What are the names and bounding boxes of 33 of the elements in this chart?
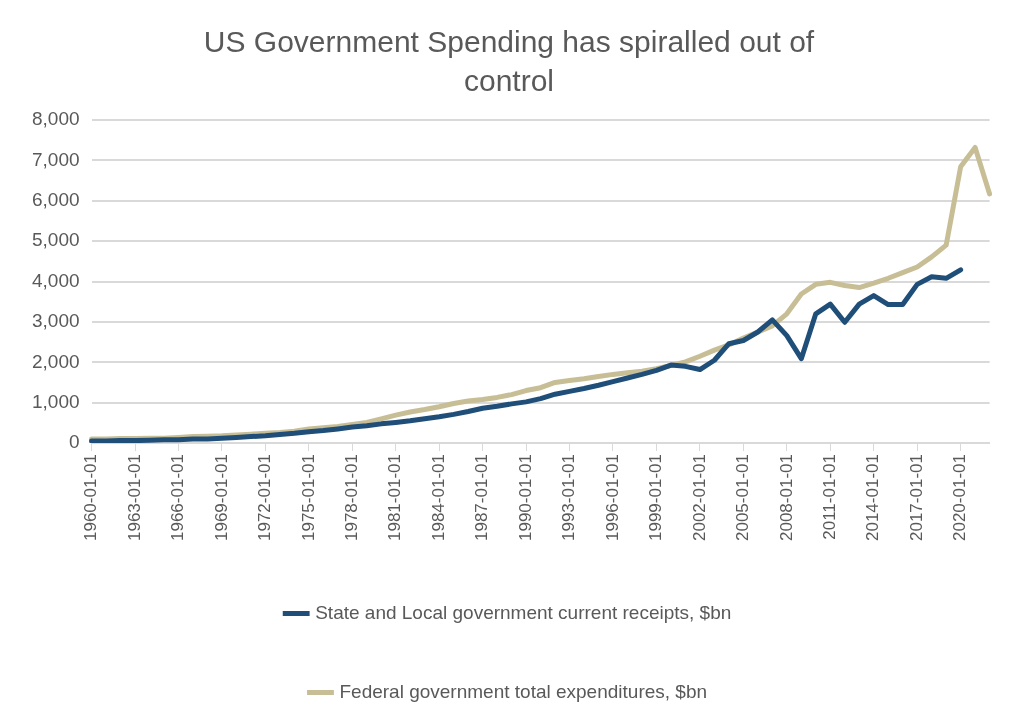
y-tick-label: 7,000	[32, 148, 80, 170]
x-tick-label: 1993-01-01	[559, 454, 579, 542]
y-tick-label: 3,000	[32, 310, 80, 332]
legend-label: Federal government total expenditures, $bn	[339, 680, 708, 702]
x-tick-label: 1963-01-01	[124, 454, 144, 542]
x-tick-label: 2011-01-01	[819, 454, 839, 540]
y-tick-label: 4,000	[32, 269, 80, 291]
x-tick-label: 1978-01-01	[341, 454, 361, 542]
x-tick-label: 2005-01-01	[733, 454, 753, 542]
y-tick-label: 1,000	[32, 390, 80, 412]
x-tick-label: 1999-01-01	[646, 454, 666, 542]
x-tick-label: 1987-01-01	[472, 454, 492, 542]
x-tick-label: 1984-01-01	[428, 454, 448, 542]
x-tick-label: 2017-01-01	[906, 454, 926, 542]
x-tick-label: 1996-01-01	[602, 454, 622, 542]
y-tick-label: 6,000	[32, 188, 80, 210]
x-tick-label: 1981-01-01	[385, 454, 405, 542]
x-tick-label: 1972-01-01	[255, 454, 275, 542]
chart-title: US Government Spending has spiralled out of control	[203, 24, 815, 97]
x-tick-label: 2002-01-01	[689, 454, 709, 542]
x-tick-label: 1966-01-01	[168, 454, 188, 542]
y-tick-label: 5,000	[32, 229, 80, 251]
x-tick-label: 1969-01-01	[211, 454, 231, 542]
y-tick-label: 8,000	[32, 108, 80, 130]
x-tick-label: 2020-01-01	[950, 454, 970, 542]
y-tick-label: 2,000	[32, 350, 80, 372]
x-tick-label: 2014-01-01	[863, 454, 883, 542]
x-tick-label: 1975-01-01	[298, 454, 318, 542]
x-tick-label: 1960-01-01	[81, 454, 101, 542]
y-tick-label: 0	[68, 431, 80, 453]
legend-label: State and Local government current receipts, $bn	[315, 601, 732, 623]
x-tick-label: 1990-01-01	[515, 454, 535, 542]
x-tick-label: 2008-01-01	[776, 454, 796, 542]
